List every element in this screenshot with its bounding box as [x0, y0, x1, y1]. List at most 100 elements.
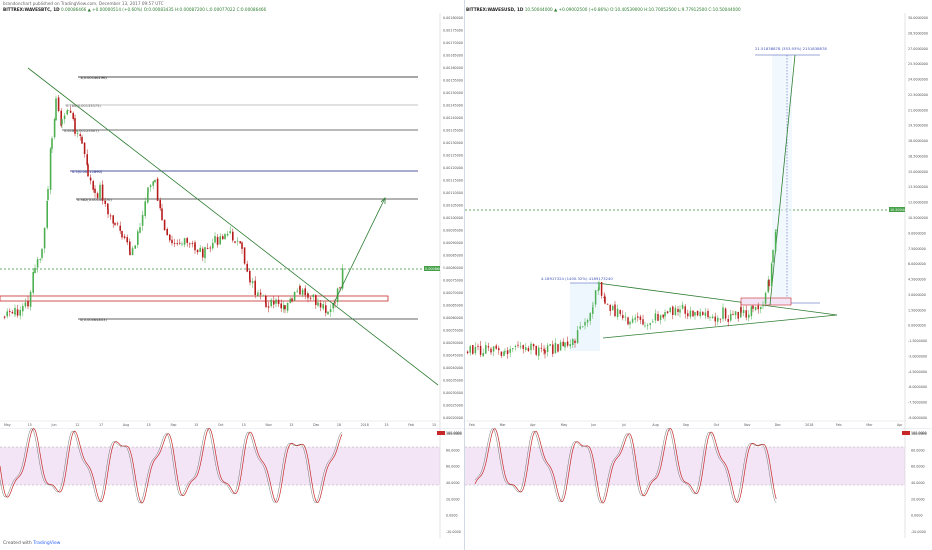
left-candle-body [179, 242, 181, 244]
right-osc-axis-label: 100.0000 [911, 432, 927, 436]
right-price-axis-label: 6.0000000 [908, 262, 926, 266]
left-candle-body [202, 248, 204, 258]
left-candle-body [116, 223, 119, 225]
right-candle-body [569, 344, 571, 347]
left-time-axis-label: Sep [170, 423, 176, 427]
fib-label-0786: 0.786(0.00133375) [66, 104, 101, 108]
right-price-axis-label: 10.5000000 [908, 216, 928, 220]
right-candle-body [689, 310, 692, 317]
current-price-tag [424, 266, 440, 271]
right-price-axis[interactable]: 30.0000000 28.5000000 27.0000000 25.5000000… [908, 16, 928, 420]
right-candle-body [657, 314, 659, 321]
right-candles [466, 228, 777, 360]
left-candle-body [66, 110, 68, 115]
left-oscillator[interactable]: 100.0000 80.0000 60.0000 40.0000 20.0000 0.00… [0, 428, 464, 538]
right-price-axis-label: 3.0000000 [908, 293, 926, 297]
right-candle-body [500, 351, 503, 356]
right-ohlc: 10.50044000 ▲ +0.09002500 (+0.86%) O:10.… [524, 6, 741, 12]
right-price-axis-label: 1.5000000 [908, 308, 926, 312]
right-projection-line[interactable] [769, 54, 796, 306]
left-candle-body [234, 241, 236, 243]
right-main-chart[interactable]: 30.0000000 28.5000000 27.0000000 25.5000000… [465, 13, 932, 428]
fib-label-0382: 0.382(0.00100770) [77, 198, 112, 202]
triangle-pattern[interactable] [596, 282, 838, 339]
left-price-axis-label: 0.00070000 [443, 291, 463, 295]
chart-divider[interactable] [464, 0, 465, 550]
right-candle-body [714, 316, 716, 322]
right-price-axis-label: -4.5000000 [908, 370, 927, 374]
right-price-axis-label: 19.5000000 [908, 124, 928, 128]
descending-trendline[interactable] [27, 67, 439, 386]
left-candle-body [189, 243, 191, 245]
left-time-axis[interactable]: May 15 Jun 12 17 Aug 15 Sep 15 Oct 15 Nov 15 Dec 18 201… [0, 420, 440, 427]
right-symbol[interactable]: BITTREX:WAVESUSD, 1D [466, 6, 524, 12]
left-candle-body [94, 188, 96, 193]
left-candle-body [152, 181, 154, 186]
left-price-axis-label: 0.00180000 [443, 16, 463, 20]
left-candle-body [129, 241, 131, 252]
left-osc-axis-label: -20.0000 [446, 530, 461, 534]
right-price-axis-label: 18.0000000 [908, 139, 928, 143]
support-zone-box[interactable] [0, 295, 389, 302]
left-symbol[interactable]: BITTREX:WAVESBTC, 1D [3, 6, 60, 12]
right-candle-body [748, 314, 750, 318]
right-osc-tag [902, 431, 910, 435]
left-time-axis-label: 15 [28, 423, 32, 427]
right-candle-body [604, 296, 606, 304]
left-osc-axis-label: 80.0000 [446, 448, 460, 452]
left-candle-body [19, 310, 21, 316]
left-candle-body [265, 302, 267, 307]
right-candle-body [474, 346, 477, 354]
right-candle-body [740, 306, 742, 313]
right-time-axis-label: Sep [683, 423, 689, 427]
right-candle-body [642, 319, 644, 325]
right-candle-body [574, 340, 576, 344]
right-candle-body [495, 345, 497, 349]
fib-label-0: 0(0.00064803) [80, 318, 107, 322]
right-current-price-tag [889, 207, 905, 212]
right-osc-axis: 100.0000 80.0000 60.0000 40.0000 20.0000 0.00… [911, 432, 927, 534]
right-candle-body [692, 310, 694, 317]
right-candle-body [552, 344, 554, 354]
right-candle-body [674, 307, 677, 316]
left-candle-body [199, 247, 201, 252]
left-price-axis-label: 0.00030000 [443, 391, 463, 395]
right-price-axis-label: 25.5000000 [908, 62, 928, 66]
right-price-axis-label: -7.5000000 [908, 401, 927, 405]
right-candle-body [750, 306, 753, 317]
left-price-axis-label: 0.00160000 [443, 66, 463, 70]
right-candle-body [757, 305, 759, 310]
right-candle-body [724, 308, 727, 319]
projection-arrow[interactable] [332, 197, 386, 306]
right-stoch-k [474, 428, 777, 504]
right-candle-body [492, 346, 495, 352]
left-candle-body [60, 110, 62, 126]
right-candle-body [592, 307, 594, 314]
right-candle-body [679, 309, 681, 313]
left-time-axis-label: 12 [75, 423, 79, 427]
left-price-axis-label: 0.00060000 [443, 316, 463, 320]
right-candle-body [619, 310, 621, 314]
right-candle-body [514, 345, 517, 348]
left-candle-body [216, 236, 219, 245]
left-price-axis-label: 0.00085000 [443, 254, 463, 258]
right-candle-body [730, 313, 732, 321]
right-candle-body [469, 346, 471, 353]
right-osc-axis-label: 80.0000 [911, 448, 925, 452]
right-candle-body [614, 304, 616, 317]
tradingview-logo[interactable]: TradingView [33, 541, 61, 546]
left-price-axis[interactable]: 0.00180000 0.00175000 0.00170000 0.00165000… [443, 16, 463, 420]
right-price-axis-label: 22.5000000 [908, 93, 928, 97]
left-candle-body [212, 242, 214, 249]
right-price-axis-label: 21.0000000 [908, 108, 928, 112]
right-candle-body [606, 303, 609, 305]
right-price-axis-label: 16.5000000 [908, 154, 928, 158]
measure-top-label: 21.51838878 (353.93%) 2151838878 [755, 46, 827, 51]
left-candle-body [204, 247, 206, 259]
right-time-axis[interactable]: Feb Mar Apr May Jun Jul Aug Sep Oct Nov Dec 2018 Feb… [465, 420, 905, 427]
left-main-chart[interactable]: 0.00180000 0.00175000 0.00170000 0.00165000… [0, 13, 464, 428]
right-time-axis-label: Oct [714, 423, 720, 427]
right-oscillator[interactable]: 100.0000 80.0000 60.0000 40.0000 20.0000 0.00… [465, 428, 932, 538]
left-candle-body [176, 243, 178, 244]
left-candle-body [267, 306, 270, 308]
